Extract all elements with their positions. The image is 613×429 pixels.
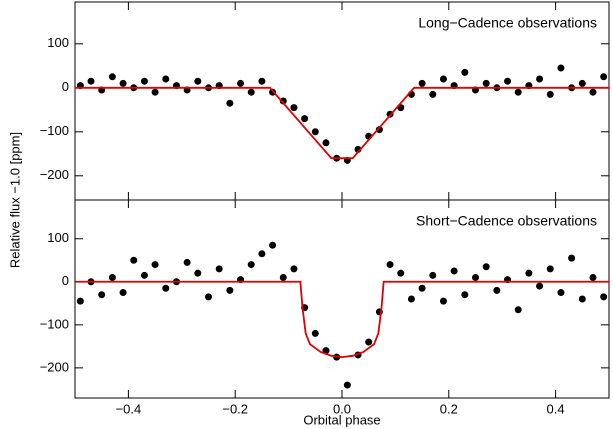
data-point: [557, 289, 565, 297]
data-point: [472, 273, 479, 281]
data-point: [290, 265, 298, 273]
x-tick-label: 0.2: [440, 401, 458, 416]
y-tick-label: 0: [62, 273, 69, 288]
data-point: [119, 79, 127, 87]
data-point: [514, 306, 522, 314]
panel-annotation: Long−Cadence observations: [418, 15, 597, 31]
data-point: [375, 126, 383, 134]
data-point: [546, 90, 554, 98]
data-point: [343, 381, 351, 389]
y-tick-label: −200: [40, 167, 69, 182]
data-point: [205, 293, 212, 301]
data-point: [365, 338, 373, 346]
data-point: [247, 261, 255, 269]
y-tick-label: −100: [40, 123, 69, 138]
data-point: [429, 90, 437, 98]
data-point: [108, 73, 116, 81]
data-point: [546, 265, 554, 273]
panel-frame: [74, 1, 610, 201]
x-axis-label: Orbital phase: [303, 412, 380, 427]
data-point: [194, 269, 202, 277]
y-tick-label: 0: [62, 79, 69, 94]
data-point: [279, 97, 287, 105]
data-point: [482, 79, 490, 87]
data-point: [536, 282, 544, 290]
y-tick-label: 100: [47, 35, 69, 50]
data-point: [226, 99, 234, 107]
data-point: [119, 289, 127, 297]
data-point: [226, 286, 234, 294]
model-line: [75, 280, 609, 359]
data-point: [600, 293, 608, 301]
data-point: [397, 269, 405, 277]
x-tick-label: 0.0: [333, 401, 351, 416]
model-line: [75, 86, 609, 160]
data-point: [98, 291, 106, 299]
data-point: [76, 297, 84, 305]
data-point: [301, 115, 309, 123]
data-point: [247, 88, 255, 96]
data-point: [311, 329, 319, 337]
data-point: [140, 271, 148, 279]
data-point: [215, 265, 223, 273]
data-point: [108, 273, 116, 281]
y-axis-label: Relative flux −1.0 [ppm]: [7, 132, 22, 268]
data-point: [386, 261, 394, 269]
data-point: [194, 77, 202, 85]
data-point: [269, 241, 277, 249]
data-point: [429, 271, 437, 279]
data-point: [140, 77, 148, 85]
data-point: [589, 273, 597, 281]
x-tick-label: 0.4: [547, 401, 565, 416]
data-point: [461, 291, 469, 299]
y-tick-label: −200: [40, 359, 69, 374]
x-tick-label: −0.4: [116, 401, 142, 416]
y-tick-label: 100: [47, 230, 69, 245]
data-point: [418, 79, 426, 87]
data-point: [237, 79, 245, 87]
data-point: [461, 68, 469, 76]
data-point: [600, 73, 608, 81]
data-point: [482, 263, 490, 271]
data-point: [130, 256, 138, 264]
data-point: [504, 77, 512, 85]
data-point: [290, 104, 298, 112]
data-point: [536, 75, 544, 83]
data-point: [578, 79, 586, 87]
data-point: [407, 295, 415, 303]
data-point: [183, 258, 191, 266]
data-point: [493, 286, 501, 294]
data-point: [162, 75, 170, 83]
data-point: [450, 267, 458, 275]
data-point: [525, 269, 533, 277]
data-point: [311, 128, 319, 136]
panel-annotation: Short−Cadence observations: [416, 213, 597, 229]
data-point: [568, 254, 576, 262]
data-point: [258, 77, 266, 85]
data-point: [589, 88, 597, 96]
x-tick-label: −0.2: [222, 401, 248, 416]
data-point: [151, 261, 159, 269]
data-point: [418, 284, 426, 292]
data-point: [439, 75, 447, 83]
data-point: [258, 250, 266, 258]
data-point: [162, 284, 170, 292]
data-point: [322, 139, 330, 147]
data-point: [578, 295, 586, 303]
data-point: [151, 88, 159, 96]
panel-frame: [74, 199, 610, 399]
data-point: [514, 88, 522, 96]
data-point: [557, 64, 565, 72]
data-point: [439, 297, 447, 305]
y-tick-label: −100: [40, 316, 69, 331]
data-point: [87, 77, 95, 85]
data-point: [279, 273, 287, 281]
